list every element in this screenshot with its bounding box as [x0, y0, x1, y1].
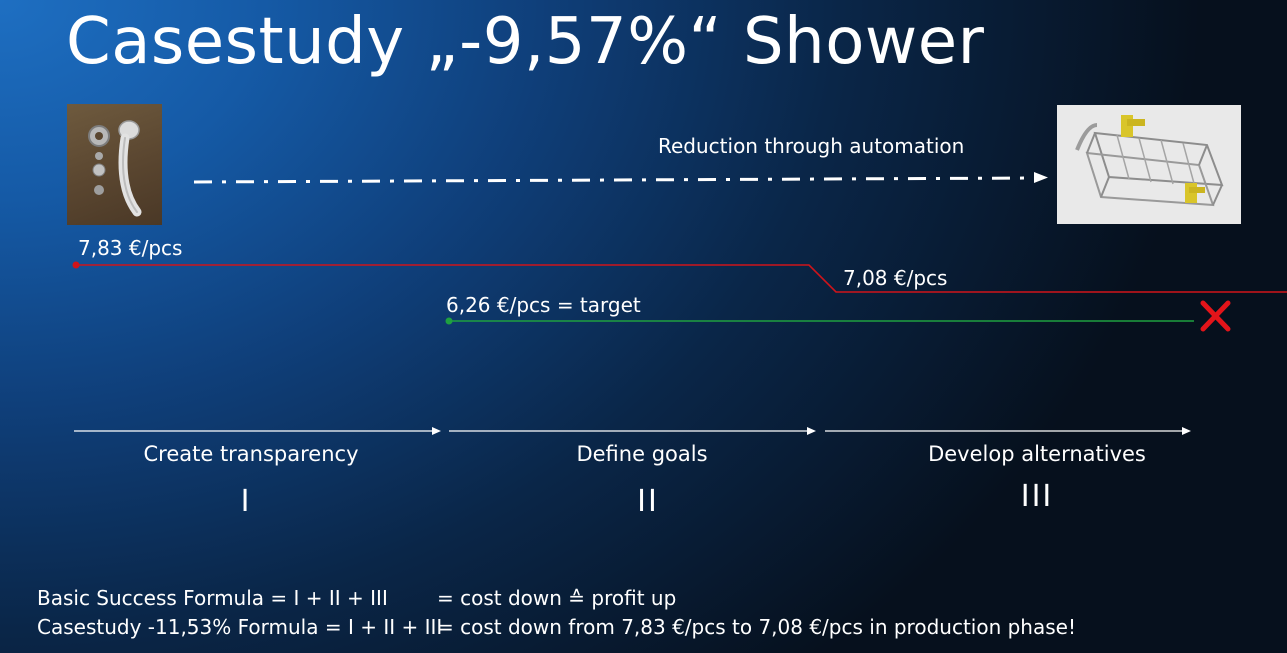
phase-2-title: Define goals [576, 442, 708, 466]
casestudy-formula-left: Casestudy -11,53% Formula = I + II + III [37, 615, 443, 639]
phase-2-numeral: II [637, 484, 659, 519]
machine-illustration [1075, 115, 1224, 207]
basic-formula-left: Basic Success Formula = I + II + III [37, 586, 388, 610]
phase-arrow-1 [74, 427, 441, 435]
end-price-label: 7,08 €/pcs [843, 266, 948, 290]
target-price-label: 6,26 €/pcs = target [446, 293, 641, 317]
phase-arrow-2 [449, 427, 816, 435]
phase-1-numeral: I [240, 484, 252, 519]
x-cross-icon [1200, 300, 1231, 332]
casestudy-formula-right: = cost down from 7,83 €/pcs to 7,08 €/pc… [437, 615, 1076, 639]
shower-parts-photo [67, 104, 162, 225]
actual-cost-line [72, 261, 1287, 293]
shower-parts-illustration [88, 120, 142, 217]
page-title: Casestudy „-9,57%“ Shower [66, 5, 985, 79]
start-price-label: 7,83 €/pcs [78, 236, 183, 260]
phase-arrow-3 [825, 427, 1191, 435]
phase-1-title: Create transparency [143, 442, 359, 466]
automation-arrow [193, 172, 1048, 184]
phase-3-numeral: III [1020, 479, 1054, 514]
basic-formula-right: = cost down ≙ profit up [437, 586, 677, 610]
automation-machine-image [1057, 105, 1241, 224]
automation-label: Reduction through automation [658, 134, 965, 158]
target-cost-line [445, 317, 1194, 325]
phase-3-title: Develop alternatives [928, 442, 1146, 466]
